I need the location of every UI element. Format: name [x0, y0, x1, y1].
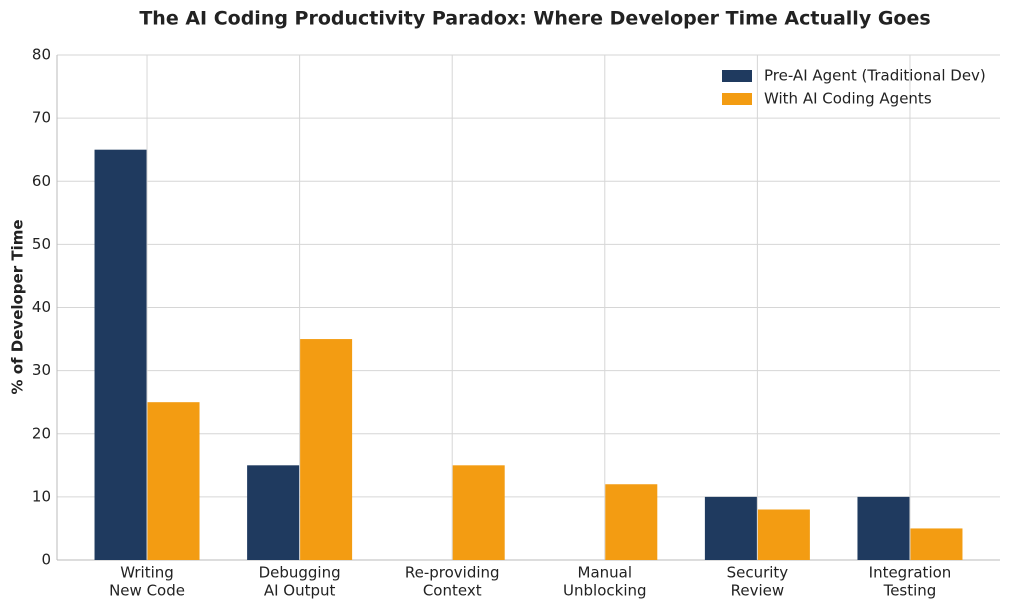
x-tick-label: Testing [883, 582, 937, 600]
y-tick-label: 80 [32, 46, 51, 64]
y-tick-label: 60 [32, 172, 51, 190]
bar [704, 496, 757, 560]
x-tick-label: Unblocking [563, 582, 646, 600]
x-tick-label: Re-providing [405, 564, 500, 582]
bar [757, 509, 810, 560]
x-tick-label: Integration [869, 564, 952, 582]
y-tick-label: 10 [32, 487, 51, 505]
bar [300, 339, 353, 560]
y-tick-label: 50 [32, 235, 51, 253]
chart-title: The AI Coding Productivity Paradox: Wher… [139, 8, 930, 30]
bar [247, 465, 300, 560]
legend-swatch [722, 93, 752, 105]
x-tick-label: Manual [578, 564, 633, 582]
x-tick-label: Writing [120, 564, 174, 582]
y-axis-label: % of Developer Time [9, 219, 27, 394]
y-tick-label: 0 [41, 551, 51, 569]
y-tick-label: 30 [32, 361, 51, 379]
x-tick-label: New Code [109, 582, 185, 600]
bar [605, 484, 658, 560]
bar [94, 149, 147, 560]
x-tick-label: Debugging [259, 564, 341, 582]
y-tick-label: 20 [32, 424, 51, 442]
bar [452, 465, 505, 560]
x-tick-label: AI Output [264, 582, 336, 600]
y-tick-label: 70 [32, 109, 51, 127]
x-tick-label: Context [423, 582, 482, 600]
legend-label: With AI Coding Agents [764, 90, 932, 108]
legend-label: Pre-AI Agent (Traditional Dev) [764, 67, 986, 85]
y-tick-label: 40 [32, 298, 51, 316]
legend-swatch [722, 70, 752, 82]
x-tick-label: Security [727, 564, 789, 582]
bar [910, 528, 963, 560]
x-tick-label: Review [731, 582, 785, 600]
bar [147, 402, 200, 560]
bar [857, 496, 910, 560]
